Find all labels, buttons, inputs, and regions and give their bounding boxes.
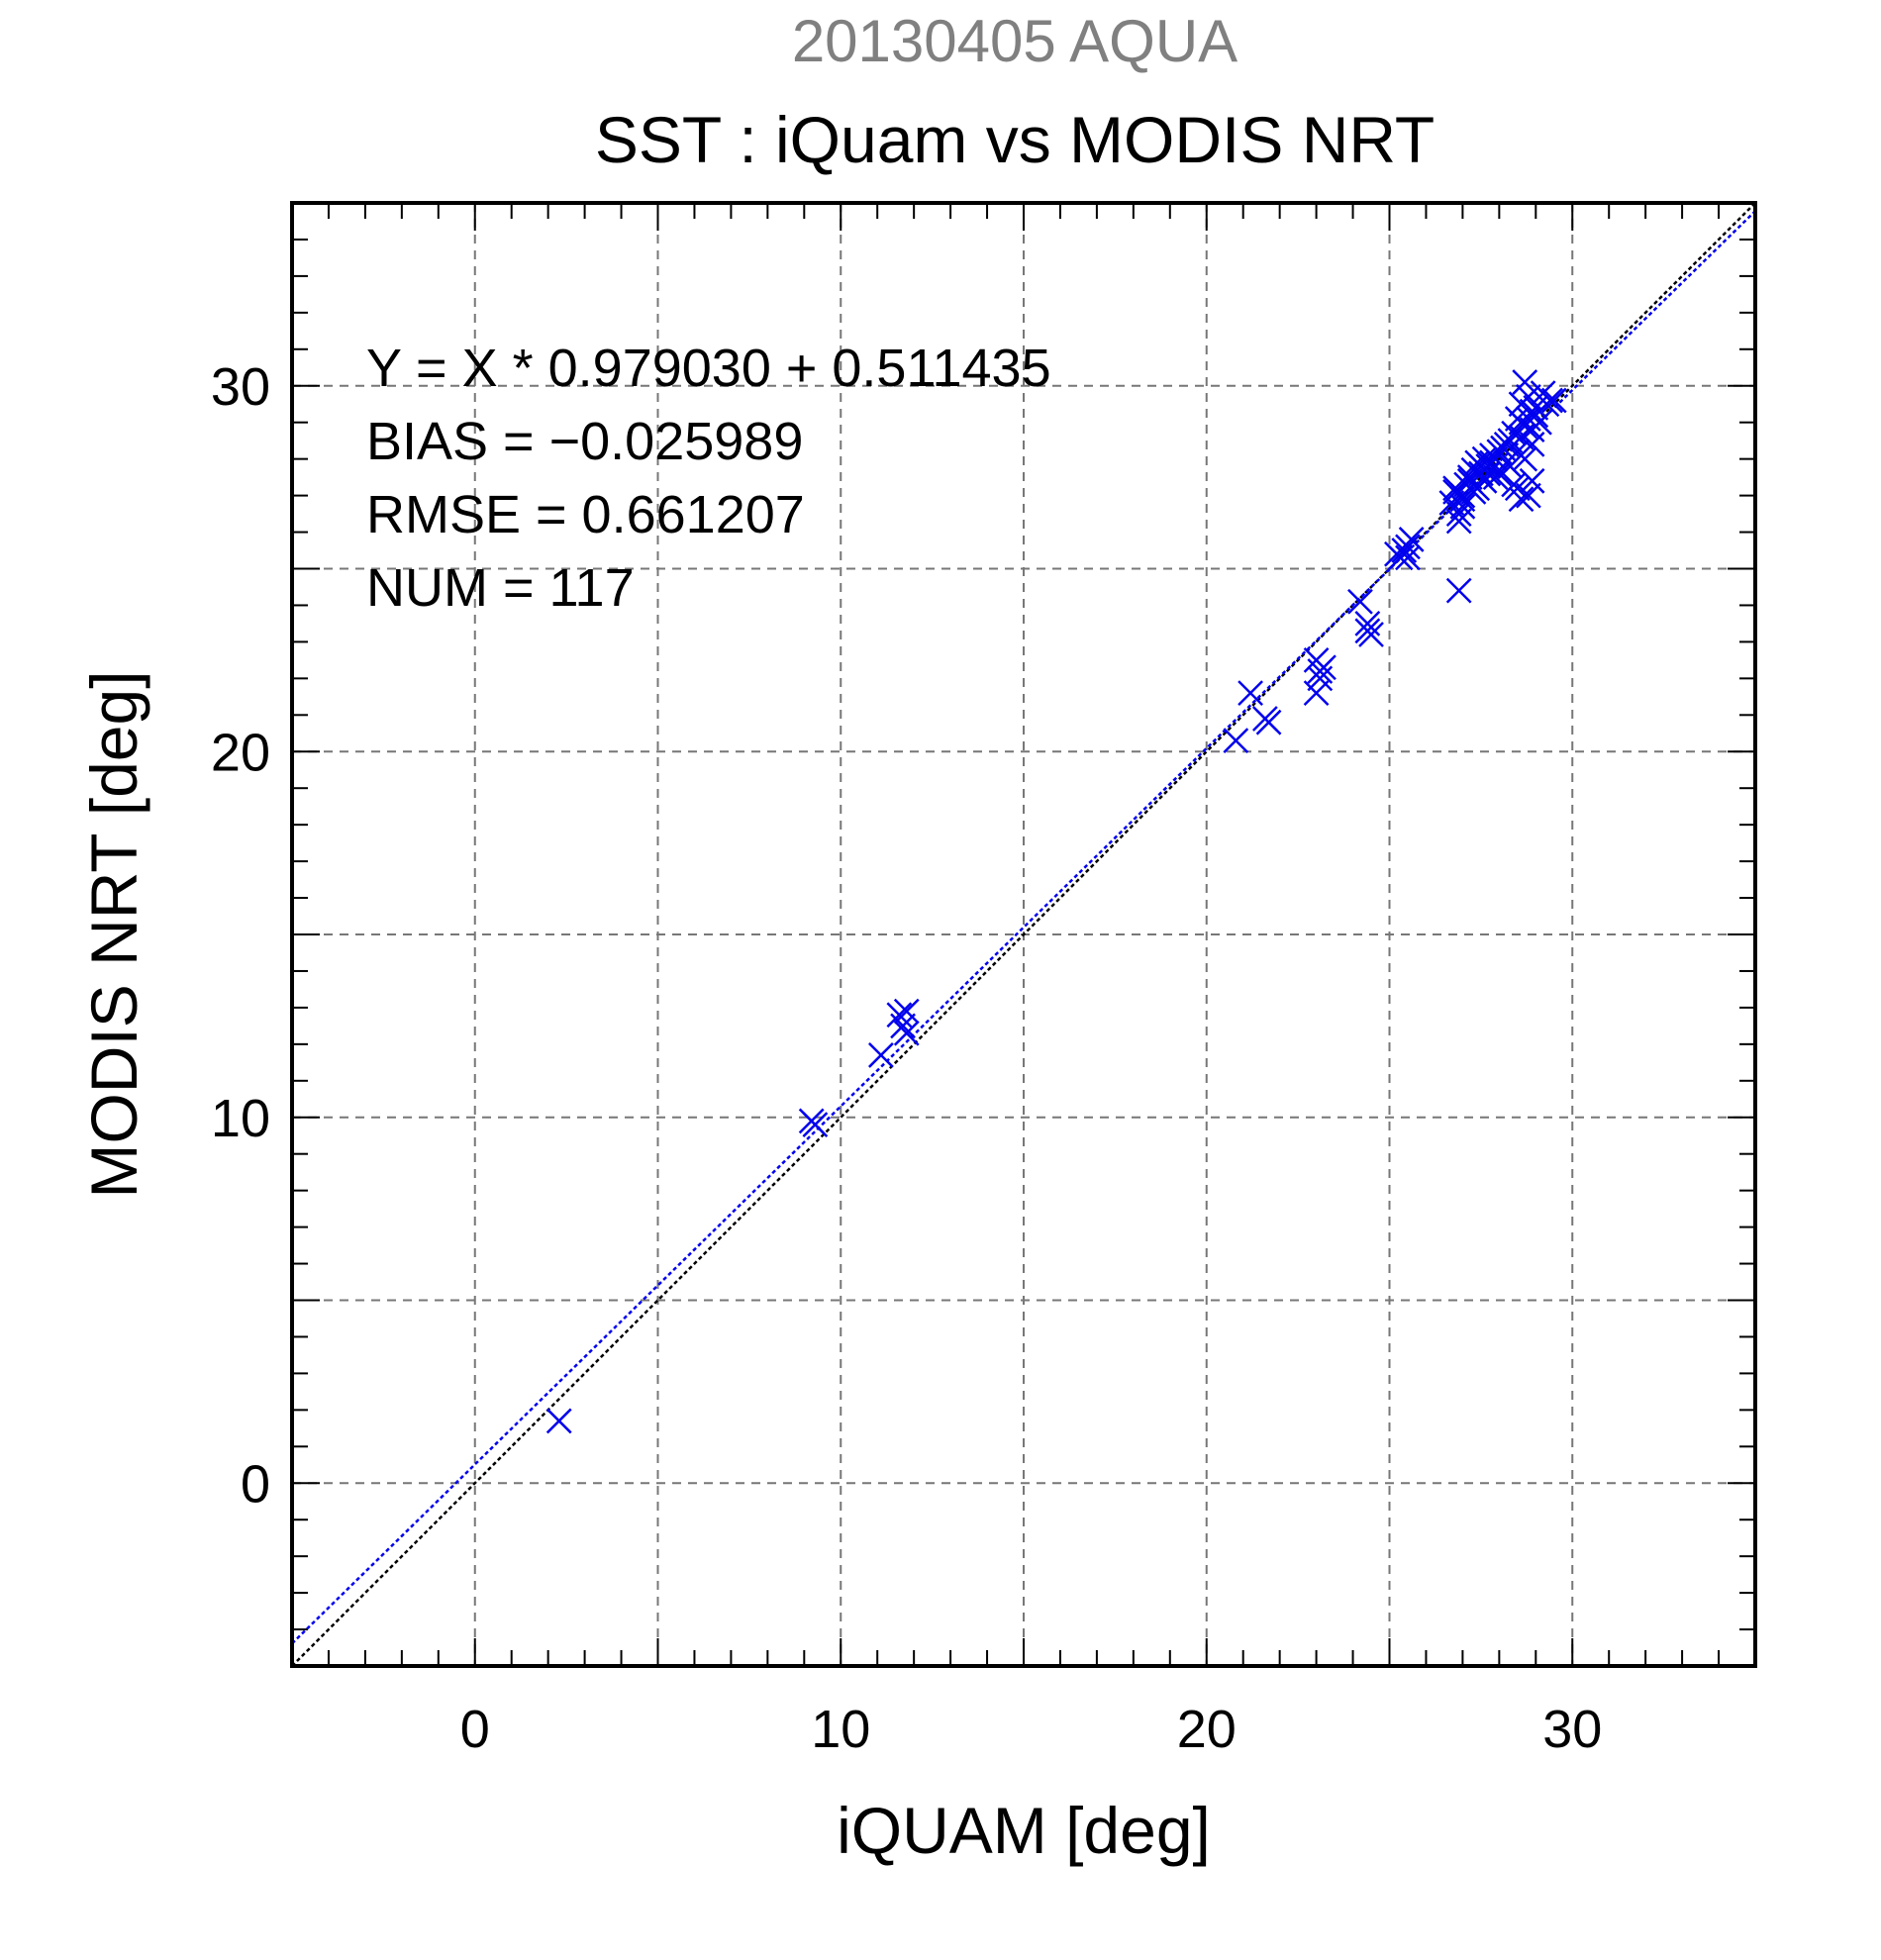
data-point bbox=[1475, 460, 1502, 487]
data-point bbox=[1508, 409, 1534, 436]
x-tick-label: 10 bbox=[811, 1700, 870, 1759]
data-point bbox=[1501, 471, 1528, 498]
data-point bbox=[545, 1408, 572, 1434]
data-point bbox=[1516, 482, 1541, 509]
data-point bbox=[802, 1112, 829, 1138]
identity-line bbox=[291, 202, 1756, 1667]
data-point bbox=[1387, 544, 1414, 571]
data-point bbox=[1354, 618, 1381, 644]
chart-title: SST : iQuam vs MODIS NRT bbox=[595, 103, 1435, 176]
stats-line-1: Y = X * 0.979030 + 0.511435 bbox=[366, 339, 1051, 398]
data-point bbox=[1449, 486, 1476, 513]
data-point bbox=[1303, 680, 1330, 707]
x-tick-label: 20 bbox=[1177, 1700, 1237, 1759]
data-point bbox=[1255, 709, 1282, 735]
y-tick-labels: 0 10 20 30 bbox=[211, 357, 270, 1515]
data-point bbox=[1482, 445, 1509, 472]
data-point bbox=[1398, 527, 1425, 552]
data-point bbox=[893, 998, 920, 1025]
data-points bbox=[545, 369, 1567, 1434]
stats-line-4: NUM = 117 bbox=[366, 558, 635, 618]
data-point bbox=[1445, 508, 1472, 535]
y-tick-label: 0 bbox=[241, 1454, 270, 1514]
plot-frame bbox=[290, 201, 1757, 1668]
data-point bbox=[1540, 387, 1567, 414]
stats-line-3: RMSE = 0.661207 bbox=[366, 485, 805, 544]
x-tick-label: 0 bbox=[460, 1700, 490, 1759]
stats-line-2: BIAS = −0.025989 bbox=[366, 412, 803, 471]
data-point bbox=[1516, 406, 1541, 432]
data-point bbox=[1516, 383, 1541, 410]
data-point bbox=[886, 1002, 913, 1029]
data-point bbox=[1445, 577, 1472, 604]
x-tick-label: 30 bbox=[1542, 1700, 1602, 1759]
data-point bbox=[1391, 538, 1418, 563]
data-point bbox=[893, 1020, 920, 1046]
y-tick-label: 10 bbox=[211, 1089, 270, 1148]
data-point bbox=[1238, 680, 1263, 707]
data-point bbox=[1512, 445, 1538, 472]
data-point bbox=[1512, 369, 1538, 395]
x-axis-label: iQUAM [deg] bbox=[837, 1794, 1211, 1867]
y-axis-label: MODIS NRT [deg] bbox=[77, 670, 150, 1198]
data-point bbox=[1486, 460, 1513, 487]
data-point bbox=[1460, 479, 1487, 505]
grid-lines bbox=[292, 203, 1755, 1666]
data-point bbox=[868, 1042, 894, 1068]
data-point bbox=[1449, 493, 1476, 520]
y-tick-label: 30 bbox=[211, 357, 270, 417]
data-point bbox=[1347, 588, 1373, 615]
data-point bbox=[1508, 486, 1534, 513]
data-point bbox=[1493, 431, 1520, 457]
data-point bbox=[1223, 728, 1249, 754]
x-tick-labels: 0 10 20 30 bbox=[460, 1700, 1603, 1759]
chart-supertitle: 20130405 AQUA bbox=[792, 8, 1238, 74]
data-point bbox=[1537, 387, 1563, 414]
data-point bbox=[1307, 665, 1334, 692]
y-tick-label: 20 bbox=[211, 723, 270, 782]
